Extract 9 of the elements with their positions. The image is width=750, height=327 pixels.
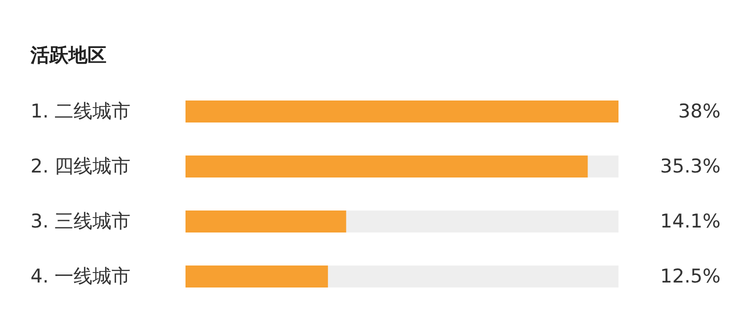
y-tick-label: 3. 三线城市 <box>30 210 131 232</box>
y-tick-label: 1. 二线城市 <box>30 100 131 122</box>
data-label: 14.1% <box>660 210 720 232</box>
data-label: 35.3% <box>660 156 720 178</box>
chart-title: 活跃地区 <box>30 44 106 66</box>
y-tick-label: 4. 一线城市 <box>30 266 131 288</box>
data-label: 12.5% <box>660 266 720 288</box>
data-label: 38% <box>678 100 721 122</box>
y-tick-label: 2. 四线城市 <box>30 156 131 178</box>
